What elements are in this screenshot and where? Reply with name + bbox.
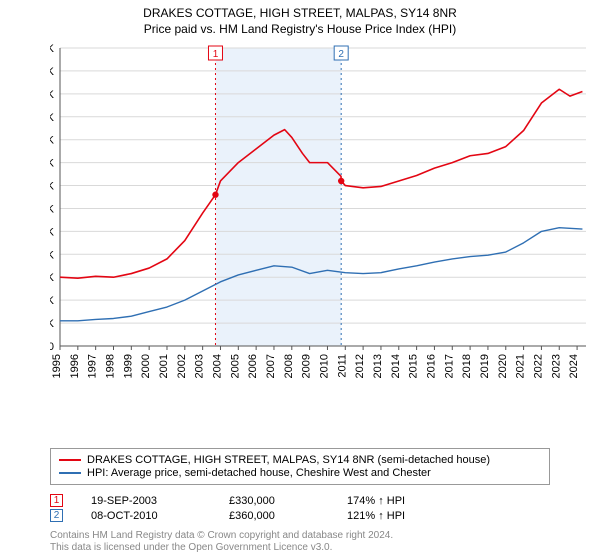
svg-text:£300K: £300K [50,203,55,215]
svg-text:2009: 2009 [301,354,313,378]
svg-text:2003: 2003 [194,354,206,378]
sale-pct-2: 121% ↑ HPI [347,510,405,522]
sale-price-2: £360,000 [229,510,319,522]
svg-text:£100K: £100K [50,295,55,307]
svg-text:2012: 2012 [354,354,366,378]
titles: DRAKES COTTAGE, HIGH STREET, MALPAS, SY1… [0,0,600,36]
svg-text:1996: 1996 [69,354,81,378]
svg-text:2011: 2011 [336,354,348,378]
svg-text:2020: 2020 [497,354,509,378]
svg-text:2015: 2015 [408,354,420,378]
svg-text:1997: 1997 [87,354,99,378]
sale-marker-1: 1 [50,494,63,507]
svg-text:2017: 2017 [443,354,455,378]
svg-text:£500K: £500K [50,112,55,124]
sale-price-1: £330,000 [229,495,319,507]
svg-text:£400K: £400K [50,158,55,170]
sale-marker-2: 2 [50,509,63,522]
sale-date-2: 08-OCT-2010 [91,510,201,522]
svg-text:2004: 2004 [211,354,223,378]
footer-line-1: Contains HM Land Registry data © Crown c… [50,530,393,542]
svg-text:2019: 2019 [479,354,491,378]
svg-text:2018: 2018 [461,354,473,378]
svg-text:2013: 2013 [372,354,384,378]
svg-text:2008: 2008 [283,354,295,378]
svg-text:£550K: £550K [50,89,55,101]
svg-text:£250K: £250K [50,226,55,238]
footer: Contains HM Land Registry data © Crown c… [50,530,393,554]
legend-swatch-property [59,459,81,461]
legend-label-property: DRAKES COTTAGE, HIGH STREET, MALPAS, SY1… [87,454,490,466]
svg-text:£0: £0 [50,341,54,353]
svg-text:2: 2 [338,49,344,60]
svg-text:1998: 1998 [104,354,116,378]
svg-text:2016: 2016 [425,354,437,378]
svg-text:2007: 2007 [265,354,277,378]
svg-text:£600K: £600K [50,66,55,78]
sale-row-2: 2 08-OCT-2010 £360,000 121% ↑ HPI [50,509,550,522]
svg-text:2024: 2024 [568,354,580,378]
chart-subtitle: Price paid vs. HM Land Registry's House … [0,22,600,36]
legend-item-property: DRAKES COTTAGE, HIGH STREET, MALPAS, SY1… [59,454,541,466]
svg-text:1995: 1995 [51,354,63,378]
chart-title: DRAKES COTTAGE, HIGH STREET, MALPAS, SY1… [0,6,600,20]
svg-text:£200K: £200K [50,249,55,261]
legend-swatch-hpi [59,472,81,474]
svg-text:£350K: £350K [50,181,55,193]
svg-text:2010: 2010 [318,354,330,378]
svg-text:£450K: £450K [50,135,55,147]
svg-text:£150K: £150K [50,272,55,284]
sale-date-1: 19-SEP-2003 [91,495,201,507]
svg-text:2001: 2001 [158,354,170,378]
chart-svg: £0 £50K £100K £150K £200K £250K £300K £350K £400… [50,44,590,394]
svg-text:2014: 2014 [390,354,402,378]
svg-text:2022: 2022 [532,354,544,378]
chart-container: DRAKES COTTAGE, HIGH STREET, MALPAS, SY1… [0,0,600,560]
svg-text:2002: 2002 [176,354,188,378]
svg-text:2021: 2021 [515,354,527,378]
svg-text:1999: 1999 [122,354,134,378]
legend: DRAKES COTTAGE, HIGH STREET, MALPAS, SY1… [50,448,550,485]
sale-pct-1: 174% ↑ HPI [347,495,405,507]
svg-text:2005: 2005 [229,354,241,378]
sale-row-1: 1 19-SEP-2003 £330,000 174% ↑ HPI [50,494,550,507]
svg-text:£650K: £650K [50,44,55,55]
svg-text:2023: 2023 [550,354,562,378]
footer-line-2: This data is licensed under the Open Gov… [50,542,393,554]
legend-item-hpi: HPI: Average price, semi-detached house,… [59,467,541,479]
chart-area: £0 £50K £100K £150K £200K £250K £300K £350K £400… [50,44,590,394]
legend-label-hpi: HPI: Average price, semi-detached house,… [87,467,431,479]
svg-text:£50K: £50K [50,318,55,330]
svg-text:2006: 2006 [247,354,259,378]
svg-text:1: 1 [213,49,219,60]
sale-rows: 1 19-SEP-2003 £330,000 174% ↑ HPI 2 08-O… [50,492,550,524]
svg-text:2000: 2000 [140,354,152,378]
